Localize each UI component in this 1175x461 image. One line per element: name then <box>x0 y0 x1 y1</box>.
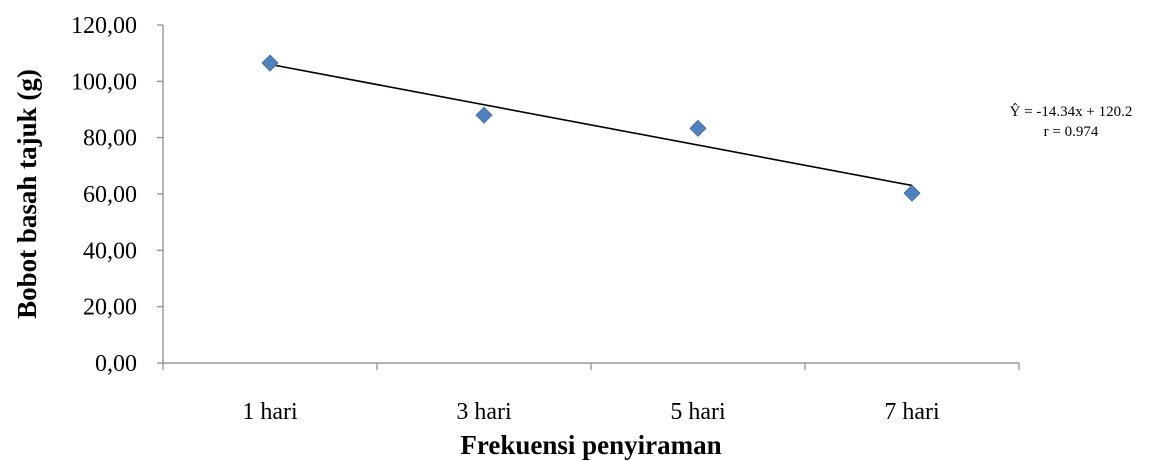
data-point <box>903 184 921 202</box>
data-points <box>261 54 921 202</box>
y-tick-label: 40,00 <box>83 238 137 264</box>
x-axis-tick-labels: 1 hari 3 hari 5 hari 7 hari <box>242 399 940 425</box>
y-axis-tick-labels: 0,00 20,00 40,00 60,00 80,00 100,00 120,00 <box>71 13 137 377</box>
y-tick-label: 80,00 <box>83 126 137 152</box>
x-axis-ticks <box>162 363 1020 370</box>
x-tick-label: 5 hari <box>670 399 726 425</box>
y-axis-ticks <box>157 24 163 364</box>
trendline <box>269 63 913 187</box>
trendline-group <box>269 63 913 187</box>
x-tick-label: 7 hari <box>884 399 940 425</box>
y-tick-label: 120,00 <box>71 13 137 39</box>
data-point <box>475 106 493 124</box>
data-point <box>261 54 279 72</box>
y-tick-label: 0,00 <box>95 351 137 377</box>
y-tick-label: 60,00 <box>83 182 137 208</box>
y-tick-label: 100,00 <box>71 69 137 95</box>
trendline-equation: Ŷ = -14.34x + 120.2 <box>1010 103 1133 120</box>
x-axis-title: Frekuensi penyiraman <box>460 430 721 460</box>
x-tick-label: 1 hari <box>242 399 298 425</box>
correlation-label: r = 0.974 <box>1044 124 1099 140</box>
y-tick-label: 20,00 <box>83 295 137 321</box>
data-point <box>689 119 707 137</box>
y-axis-title: Bobot basah tajuk (g) <box>12 69 42 319</box>
x-tick-label: 3 hari <box>456 399 512 425</box>
